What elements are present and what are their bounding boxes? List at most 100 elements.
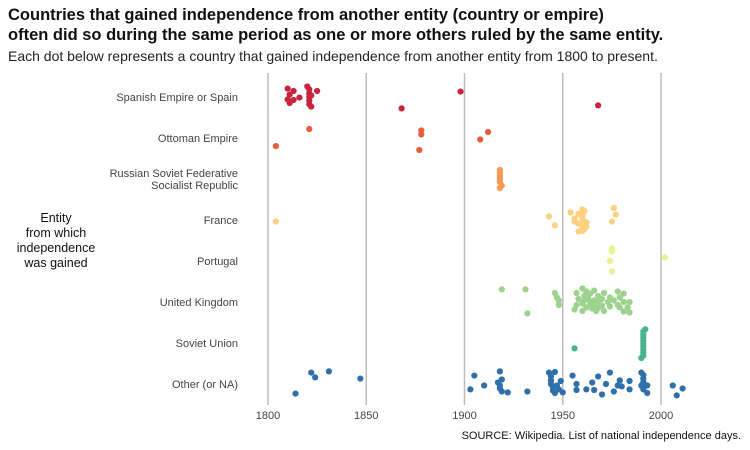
data-point [567, 209, 574, 216]
data-point [398, 105, 405, 112]
data-point [598, 302, 606, 309]
data-point [579, 307, 586, 315]
data-point [484, 128, 492, 136]
data-point [296, 94, 303, 101]
data-point [524, 310, 531, 317]
series-2 [272, 125, 492, 154]
data-point [272, 218, 279, 225]
data-point [581, 207, 588, 215]
data-point [418, 131, 425, 138]
data-point [661, 254, 669, 261]
data-point [290, 87, 297, 95]
data-point [467, 386, 474, 393]
data-point [600, 289, 608, 297]
data-point [606, 303, 614, 310]
data-point [571, 345, 578, 352]
data-point [610, 204, 617, 212]
category-label-5: Portugal [197, 256, 238, 268]
data-point [591, 287, 598, 294]
data-point [290, 96, 297, 104]
data-point [624, 304, 631, 311]
data-point [308, 92, 315, 99]
category-label-4-line-1: France [204, 215, 238, 227]
data-point [640, 386, 647, 393]
y-axis-label-line-2: from which [25, 226, 87, 240]
series-1 [284, 83, 602, 112]
x-tick-label-1950: 1950 [551, 410, 575, 422]
y-axis-label: Entity from which independence was gained [6, 211, 106, 271]
data-point [551, 389, 558, 397]
data-point [608, 218, 615, 225]
category-label-6-line-1: United Kingdom [160, 297, 238, 309]
data-point [286, 91, 293, 98]
data-point [620, 308, 627, 315]
data-point [673, 392, 680, 399]
data-point [477, 136, 484, 143]
data-point [644, 389, 651, 397]
data-point [608, 268, 615, 275]
y-axis-label-line-3: independence [16, 241, 96, 255]
data-point [583, 386, 590, 393]
data-point [522, 286, 529, 293]
data-point [644, 382, 651, 389]
data-point [498, 286, 505, 293]
x-tick-label-2000: 2000 [649, 410, 673, 422]
data-point [272, 143, 279, 150]
data-point [357, 375, 364, 382]
series-4 [272, 204, 619, 235]
category-label-3-line-1: Russian Soviet Federative [110, 168, 238, 180]
data-point [610, 297, 617, 304]
data-point [496, 368, 503, 375]
y-axis-label-line-1: Entity [40, 211, 72, 225]
data-point [573, 301, 580, 309]
data-point [600, 307, 608, 315]
category-label-1-line-1: Spanish Empire or Spain [116, 92, 238, 104]
data-point [498, 376, 505, 383]
data-point [616, 294, 623, 301]
data-point [642, 326, 649, 333]
x-tick-label-1850: 1850 [354, 410, 378, 422]
category-label-7-line-1: Soviet Union [176, 338, 238, 350]
data-point [612, 211, 619, 218]
series-7 [571, 326, 649, 362]
data-point [292, 390, 299, 397]
data-point [457, 88, 464, 95]
data-point [626, 309, 633, 316]
chart-title: Countries that gained independence from … [8, 5, 743, 45]
category-label-3-line-2: Socialist Republic [151, 180, 238, 192]
data-point [306, 125, 313, 133]
data-point [551, 368, 558, 376]
chart-subtitle: Each dot below represents a country that… [8, 48, 658, 64]
data-point [557, 377, 564, 385]
data-point [551, 222, 558, 229]
data-point [669, 382, 676, 389]
data-point [308, 369, 315, 376]
data-point [471, 372, 478, 379]
data-point [524, 388, 531, 395]
series-8 [292, 368, 686, 399]
category-label-2-line-1: Ottoman Empire [158, 133, 238, 145]
series-3 [496, 166, 505, 192]
category-label-7: Soviet Union [176, 338, 238, 350]
data-point [589, 379, 596, 386]
data-point [618, 383, 625, 390]
data-point [583, 304, 590, 311]
category-label-8-line-1: Other (or NA) [172, 379, 238, 391]
series-6 [498, 285, 633, 317]
source-caption: SOURCE: Wikipedia. List of national inde… [461, 430, 741, 442]
data-point [610, 388, 617, 395]
data-point [555, 301, 562, 309]
data-point [626, 386, 633, 393]
data-point [496, 184, 503, 192]
data-point [498, 388, 505, 395]
data-point [616, 377, 623, 384]
x-tick-label-1900: 1900 [452, 410, 476, 422]
data-point [606, 257, 614, 265]
series-5 [606, 245, 669, 275]
data-point [575, 295, 582, 303]
data-point [569, 372, 576, 379]
data-point [638, 354, 645, 362]
data-point [573, 289, 580, 297]
category-label-4: France [204, 215, 238, 227]
data-point [598, 391, 606, 398]
